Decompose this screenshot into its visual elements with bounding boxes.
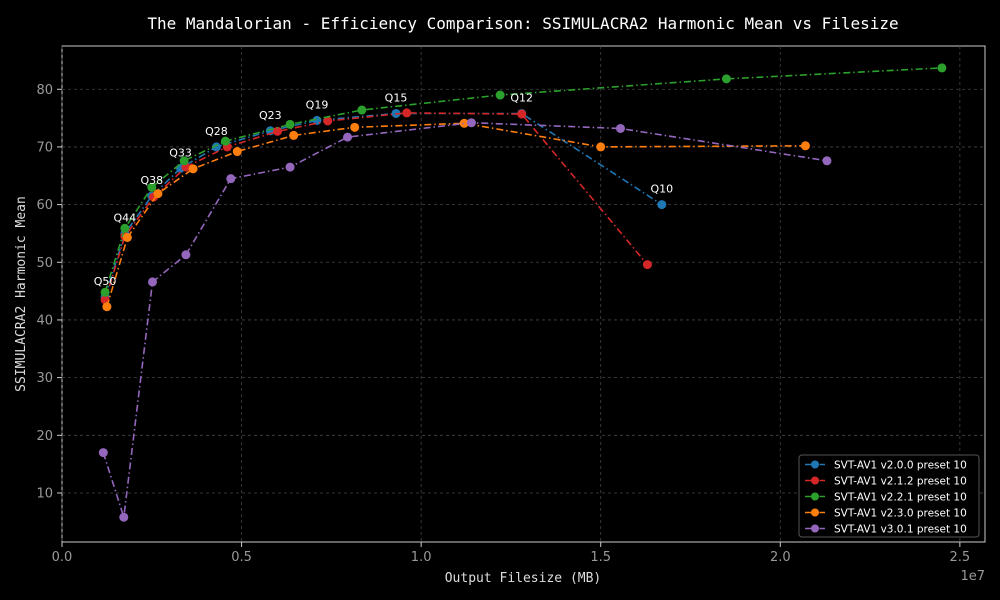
y-tick-label: 30	[36, 371, 53, 386]
series-4	[102, 118, 810, 312]
quality-annotation: Q33	[169, 146, 192, 159]
x-axis-label: Output Filesize (MB)	[445, 571, 602, 586]
data-point	[357, 105, 367, 115]
y-tick-label: 40	[36, 313, 53, 328]
quality-annotation: Q12	[510, 91, 533, 104]
data-point	[122, 232, 132, 242]
data-point	[181, 250, 191, 260]
data-point	[800, 141, 810, 151]
y-tick-label: 20	[36, 429, 53, 444]
data-point	[100, 295, 110, 305]
legend-label: SVT-AV1 v2.2.1 preset 10	[834, 491, 967, 503]
data-point	[98, 448, 108, 458]
data-point	[459, 118, 469, 128]
data-point	[721, 74, 731, 84]
data-point	[289, 130, 299, 140]
quality-annotation: Q38	[140, 174, 163, 187]
data-point	[495, 90, 505, 100]
data-point	[343, 132, 353, 142]
quality-annotation: Q15	[385, 91, 408, 104]
data-point	[285, 162, 295, 172]
y-tick-label: 10	[36, 486, 53, 501]
data-point	[179, 156, 189, 166]
data-point	[285, 119, 295, 129]
quality-annotation: Q50	[94, 275, 117, 288]
x-tick-label: 0.5	[231, 550, 252, 565]
series-layer	[98, 63, 947, 522]
data-point	[466, 118, 476, 128]
legend-entry: SVT-AV1 v2.2.1 preset 10	[805, 491, 967, 503]
quality-annotation: Q28	[205, 125, 228, 138]
quality-annotation: Q23	[259, 109, 282, 122]
x-tick-label: 1.5	[590, 550, 611, 565]
y-tick-label: 50	[36, 256, 53, 271]
quality-annotation: Q19	[306, 98, 329, 111]
data-point	[323, 116, 333, 126]
data-point	[120, 223, 130, 233]
data-point	[148, 277, 158, 287]
series-5	[98, 118, 832, 522]
y-axis-label: SSIMULACRA2 Harmonic Mean	[14, 196, 29, 392]
data-point	[153, 189, 163, 199]
legend-entry: SVT-AV1 v3.0.1 preset 10	[805, 523, 967, 535]
data-point	[596, 142, 606, 152]
data-point	[642, 260, 652, 270]
y-tick-label: 70	[36, 140, 53, 155]
legend-marker	[811, 508, 819, 517]
series-line	[104, 67, 942, 293]
quality-annotation: Q44	[114, 211, 137, 224]
data-point	[119, 512, 129, 522]
data-point	[350, 122, 360, 132]
data-point	[102, 302, 112, 312]
data-point	[147, 182, 157, 192]
chart-title: The Mandalorian - Efficiency Comparison:…	[147, 14, 898, 33]
x-tick-label: 2.0	[770, 550, 791, 565]
legend-marker	[811, 492, 819, 501]
series-line	[104, 112, 649, 301]
data-point	[517, 109, 527, 119]
legend-entry: SVT-AV1 v2.0.0 preset 10	[805, 459, 967, 471]
quality-annotation: Q10	[650, 183, 673, 196]
data-point	[100, 287, 110, 297]
data-point	[402, 108, 412, 118]
y-tick-label: 80	[36, 83, 53, 98]
data-point	[226, 174, 236, 184]
legend-label: SVT-AV1 v2.1.2 preset 10	[834, 475, 967, 487]
x-tick-label: 2.5	[950, 550, 971, 565]
data-point	[188, 164, 198, 174]
data-point	[615, 123, 625, 133]
data-point	[232, 147, 242, 157]
legend-marker	[811, 524, 819, 533]
legend-label: SVT-AV1 v2.3.0 preset 10	[834, 507, 967, 519]
legend-marker	[811, 460, 819, 469]
axes: 0.0 0.5 1.0 1.5 2.0 2.5 10 20 30 40 50 60 70 80	[36, 83, 970, 565]
data-point	[937, 63, 947, 73]
legend: SVT-AV1 v2.0.0 preset 10 SVT-AV1 v2.1.2 p…	[798, 454, 980, 538]
legend-box	[798, 454, 980, 538]
y-tick-label: 60	[36, 198, 53, 213]
x-axis-offset-label: 1e7	[960, 569, 985, 584]
legend-entry: SVT-AV1 v2.1.2 preset 10	[805, 475, 967, 487]
legend-label: SVT-AV1 v2.0.0 preset 10	[834, 459, 967, 471]
legend-entry: SVT-AV1 v2.3.0 preset 10	[805, 507, 967, 519]
series-3	[100, 63, 947, 297]
x-tick-label: 0.0	[52, 550, 73, 565]
x-tick-label: 1.0	[411, 550, 432, 565]
data-point	[211, 142, 221, 152]
annotation-layer: Q50 Q44 Q38 Q33 Q28 Q23 Q19 Q15 Q12 Q10	[94, 91, 673, 287]
data-point	[822, 156, 832, 166]
data-point	[220, 136, 230, 146]
data-point	[272, 126, 282, 136]
legend-label: SVT-AV1 v3.0.1 preset 10	[834, 523, 967, 535]
data-point	[657, 200, 667, 210]
legend-marker	[811, 476, 819, 485]
series-line	[102, 121, 828, 518]
